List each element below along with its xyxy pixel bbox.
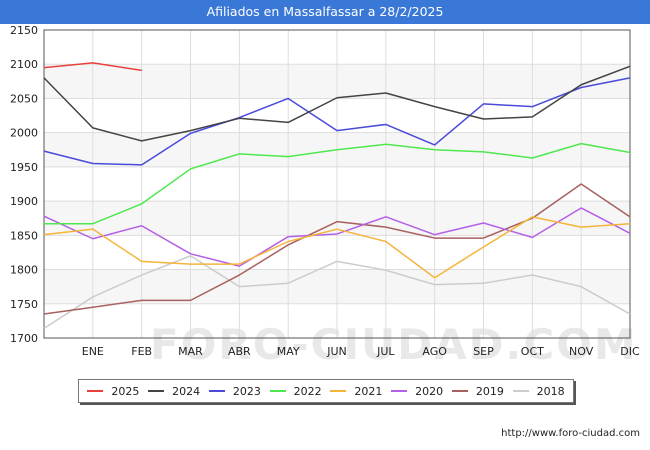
legend-label: 2024: [172, 384, 201, 398]
legend-swatch: [87, 390, 104, 392]
legend-item-2024: 2024: [148, 385, 200, 398]
series-line-2019: [43, 183, 631, 315]
x-tick-label: ABR: [228, 345, 251, 358]
legend-label: 2020: [415, 384, 444, 398]
y-tick-label: 1900: [10, 195, 38, 208]
y-tick-label: 1850: [10, 229, 38, 242]
x-tick-label: DIC: [620, 345, 640, 358]
series-line-2022: [44, 142, 631, 225]
x-tick-label: OCT: [521, 345, 544, 358]
x-tick-label: MAY: [277, 345, 300, 358]
legend-item-2021: 2021: [330, 385, 382, 398]
watermark: FORO-CIUDAD.COM: [150, 320, 638, 369]
legend-item-2019: 2019: [451, 384, 504, 398]
plot-frame: [43, 29, 631, 339]
series-line-2023: [43, 77, 631, 166]
series-line-2025: [43, 62, 142, 72]
series-line-2024: [43, 65, 631, 142]
y-tick-label: 2000: [10, 127, 38, 140]
series-line-2020: [43, 207, 631, 267]
legend-label: 2025: [111, 384, 140, 398]
y-tick-label: 2100: [10, 58, 38, 71]
chart-title: Afiliados en Massalfassar a 28/2/2025: [0, 0, 650, 24]
x-tick-label: ENE: [82, 345, 104, 358]
x-tick-label: JUL: [376, 345, 395, 358]
x-tick-label: MAR: [178, 345, 203, 358]
legend-label: 2022: [293, 384, 322, 398]
legend-swatch: [391, 390, 408, 392]
legend-swatch: [330, 390, 347, 392]
series-line-2021: [43, 216, 631, 279]
legend-item-2018: 2018: [512, 384, 565, 398]
legend-item-2020: 2020: [391, 385, 443, 398]
x-tick-label: JUN: [326, 345, 347, 358]
chart-legend: 2025 2024 2023 2022 2021 2020 2019 2018: [78, 379, 574, 403]
legend-item-2022: 2022: [269, 384, 322, 398]
y-tick-label: 1750: [10, 298, 38, 311]
y-tick-label: 1800: [10, 264, 38, 277]
legend-swatch: [208, 390, 225, 392]
legend-item-2023: 2023: [208, 384, 261, 398]
x-tick-label: SEP: [473, 345, 494, 358]
y-tick-label: 2050: [10, 92, 38, 105]
x-tick-label: AGO: [422, 345, 447, 358]
legend-label: 2021: [354, 384, 383, 398]
legend-item-2025: 2025: [87, 385, 139, 398]
x-tick-label: FEB: [131, 345, 152, 358]
x-tick-label: NOV: [569, 345, 594, 358]
y-tick-label: 1950: [10, 161, 38, 174]
legend-label: 2019: [475, 384, 504, 398]
series-line-2018: [43, 255, 631, 330]
legend-label: 2023: [232, 384, 261, 398]
y-tick-label: 1700: [10, 332, 38, 345]
source-url: http://www.foro-ciudad.com: [501, 428, 640, 439]
legend-swatch: [451, 390, 468, 392]
legend-label: 2018: [536, 384, 565, 398]
y-tick-label: 2150: [10, 24, 38, 37]
legend-swatch: [269, 390, 286, 392]
legend-swatch: [148, 390, 165, 392]
legend-swatch: [512, 390, 529, 392]
